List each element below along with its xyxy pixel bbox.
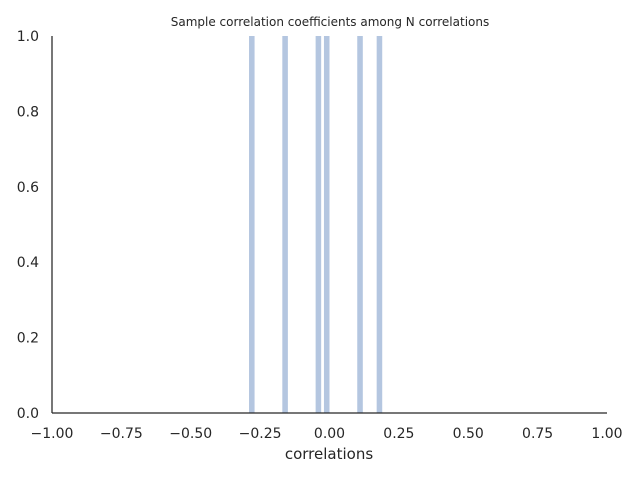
y-tick-label: 0.0 [17,406,39,422]
y-tick-label: 0.2 [17,331,39,347]
x-axis-ticks: −1.00 −0.75 −0.50 −0.25 0.00 0.25 0.50 0.75 1.00 [31,426,623,442]
y-tick-label: 1.0 [17,29,39,45]
histogram-bar [323,36,330,413]
x-tick-label: 0.75 [522,426,553,442]
y-tick-label: 0.6 [17,180,39,196]
histogram-bar [357,36,363,413]
histogram-bar [249,36,255,413]
x-tick-label: −1.00 [31,426,74,442]
x-tick-label: −0.75 [100,426,143,442]
x-axis-label: correlations [285,445,373,463]
x-tick-label: −0.25 [239,426,282,442]
y-axis-ticks: 0.0 0.2 0.4 0.6 0.8 1.0 [17,29,39,422]
y-tick-label: 0.4 [17,255,39,271]
bars-group [249,36,383,413]
x-tick-label: −0.50 [169,426,212,442]
x-tick-label: 1.00 [591,426,622,442]
y-tick-label: 0.8 [17,104,39,120]
histogram-bar [376,36,383,413]
x-tick-label: 0.00 [314,426,345,442]
x-tick-label: 0.25 [383,426,414,442]
chart-title: Sample correlation coefficients among N … [171,15,489,29]
histogram-bar [315,36,322,413]
histogram-bar [282,36,288,413]
x-tick-label: 0.50 [453,426,484,442]
